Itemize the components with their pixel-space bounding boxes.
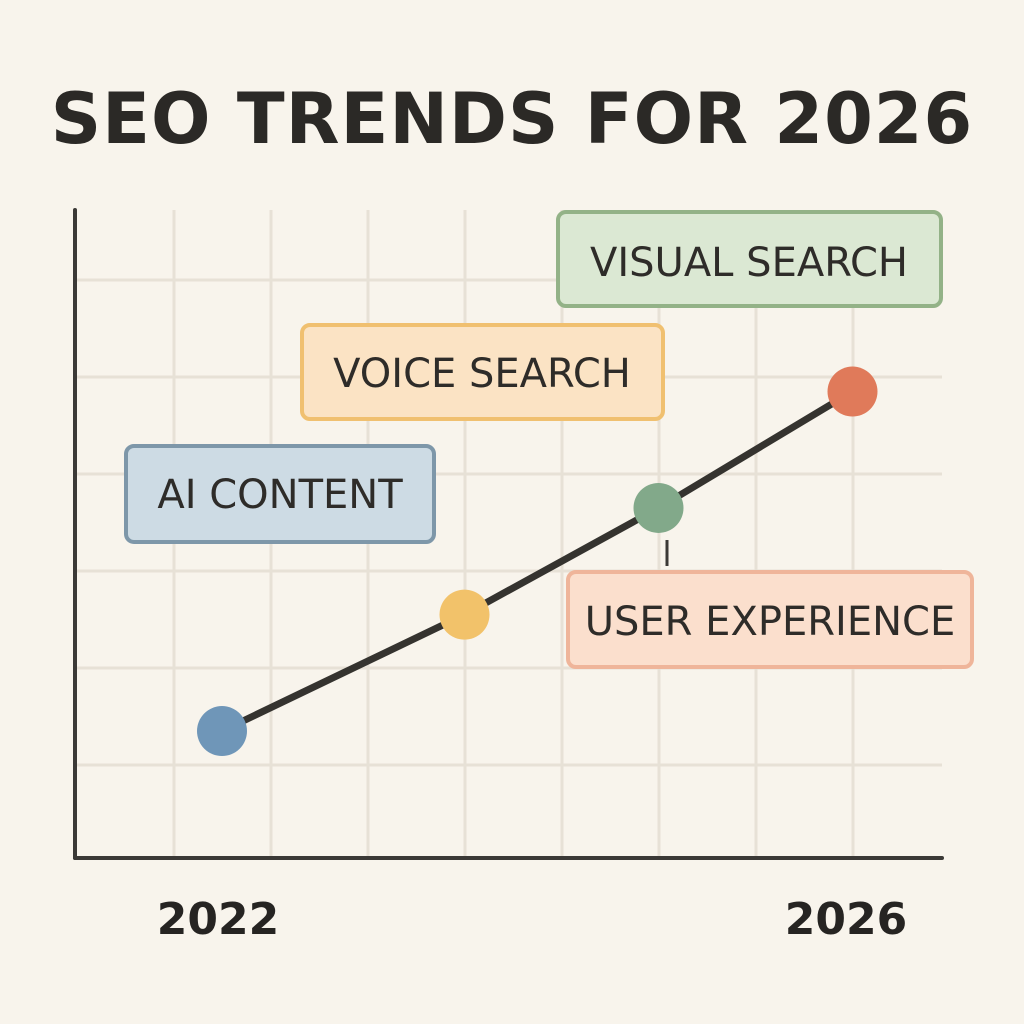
annotation-box bbox=[556, 210, 943, 308]
trend-line bbox=[218, 388, 856, 735]
annotation-box bbox=[566, 570, 974, 669]
annotation-voice-search: VOICE SEARCH bbox=[300, 323, 665, 421]
data-point bbox=[827, 366, 878, 417]
data-point bbox=[633, 482, 684, 533]
x-tick-label: 2022 bbox=[157, 894, 279, 945]
annotation-ai-content: AI CONTENT bbox=[124, 444, 436, 544]
annotation-label: USER EXPERIENCE bbox=[585, 599, 956, 645]
annotation-label: VOICE SEARCH bbox=[333, 351, 631, 397]
annotation-box bbox=[300, 323, 665, 421]
data-point bbox=[197, 706, 247, 757]
annotation-label: AI CONTENT bbox=[157, 472, 403, 518]
data-points bbox=[197, 366, 878, 757]
data-point bbox=[439, 589, 490, 640]
annotation-box bbox=[124, 444, 436, 544]
chart-title: SEO TRENDS FOR 2026 bbox=[50, 78, 974, 160]
annotation-visual-search: VISUAL SEARCH bbox=[556, 210, 943, 308]
annotation-label: VISUAL SEARCH bbox=[590, 240, 908, 286]
x-tick-label: 2026 bbox=[785, 894, 907, 945]
annotation-user-experience: USER EXPERIENCE bbox=[566, 570, 974, 669]
